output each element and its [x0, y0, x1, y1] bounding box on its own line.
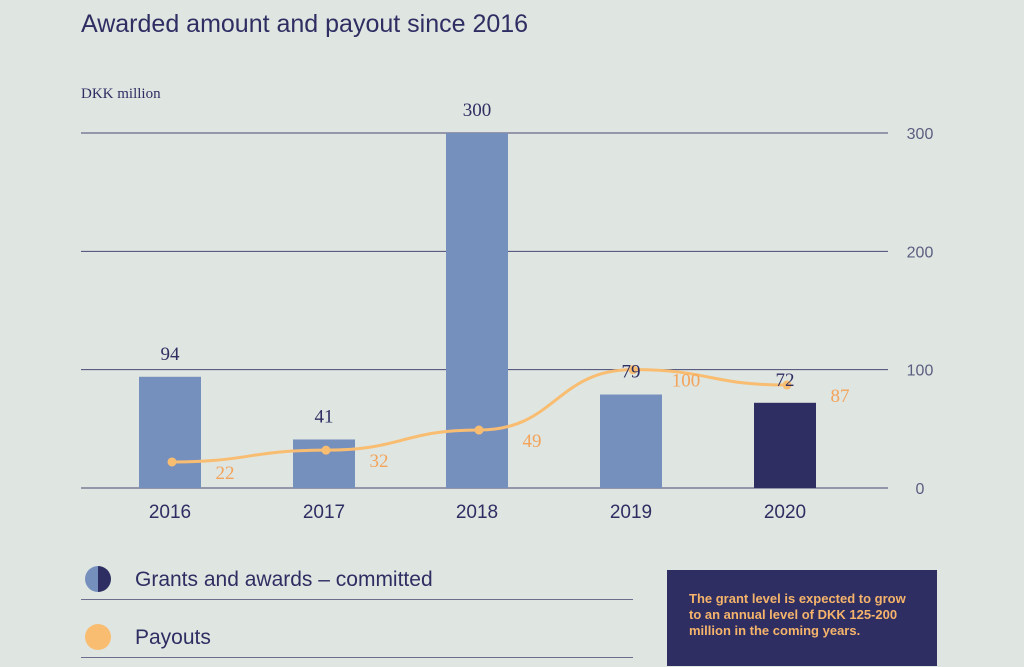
y-tick-label: 300: [907, 126, 934, 143]
payout-value-label: 100: [672, 371, 701, 392]
y-tick-label: 0: [916, 481, 925, 498]
x-tick-label: 2017: [303, 502, 345, 523]
legend-label-grants: Grants and awards – committed: [135, 568, 433, 591]
bar-value-label: 79: [622, 362, 641, 383]
chart-title: Awarded amount and payout since 2016: [81, 10, 529, 38]
payout-value-label: 22: [216, 463, 235, 484]
half-circle-icon: [85, 566, 111, 592]
bar-value-label: 41: [315, 406, 334, 427]
x-tick-label: 2020: [764, 502, 806, 523]
bar-2019: [600, 394, 662, 488]
bar-value-label: 94: [161, 344, 181, 365]
payout-point: [474, 425, 484, 435]
legend-item-grants: Grants and awards – committed: [81, 559, 633, 600]
x-tick-label: 2018: [456, 502, 498, 523]
legend-label-payouts: Payouts: [135, 626, 211, 649]
payout-point: [628, 365, 638, 375]
bar-value-label: 300: [463, 100, 492, 121]
bar-2020: [754, 402, 816, 488]
note-box: The grant level is expected to grow to a…: [667, 570, 937, 666]
circle-icon: [85, 624, 111, 650]
legend-item-payouts: Payouts: [81, 617, 633, 658]
y-tick-label: 100: [907, 363, 934, 380]
payout-value-label: 49: [523, 431, 542, 452]
chart: 0 100 200 300 94 41 300 79 72 2016 2017 2018 2019 20…: [81, 100, 934, 523]
bar-value-label: 72: [776, 370, 795, 391]
y-tick-label: 200: [907, 244, 934, 261]
bar-2018: [446, 133, 508, 488]
unit-label: DKK million: [81, 86, 161, 102]
bar-2016: [139, 376, 201, 488]
payout-value-label: 87: [831, 386, 850, 407]
payout-value-label: 32: [370, 451, 389, 472]
payout-point: [782, 380, 792, 390]
x-tick-label: 2016: [149, 502, 191, 523]
x-tick-label: 2019: [610, 502, 652, 523]
payout-point: [167, 457, 177, 467]
payout-point: [321, 445, 331, 455]
